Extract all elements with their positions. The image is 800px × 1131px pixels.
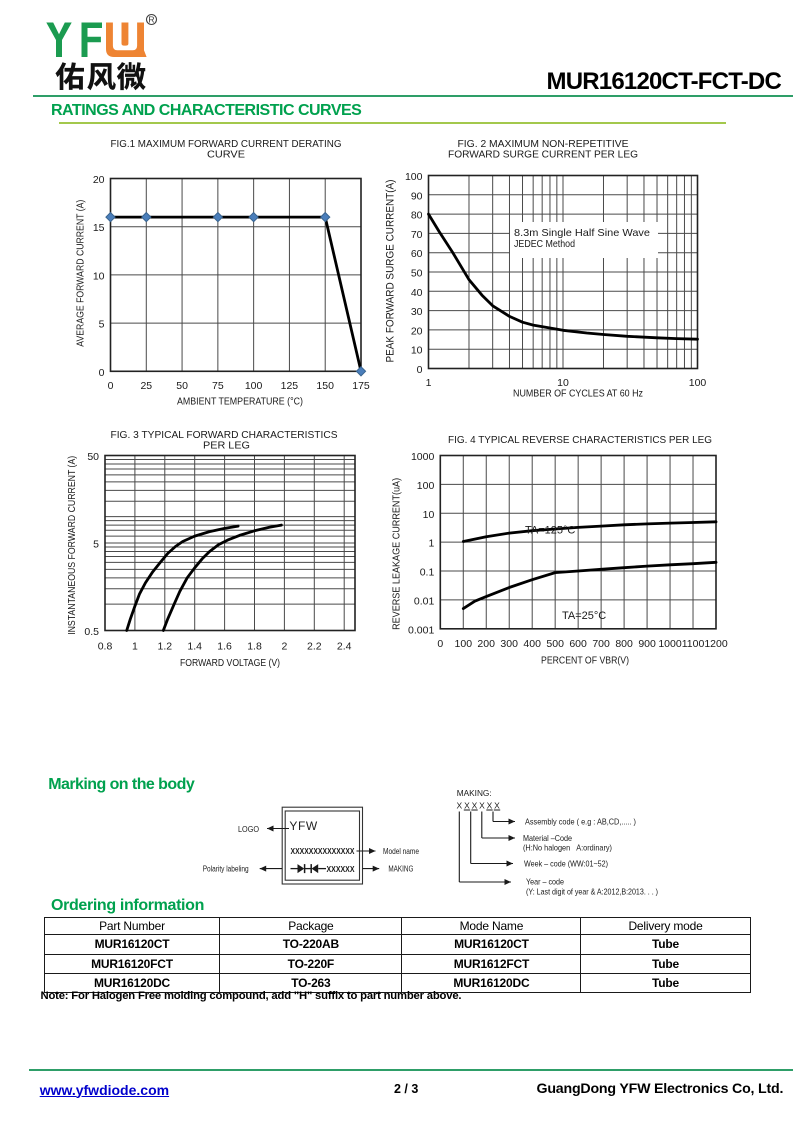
svg-text:100: 100: [689, 377, 707, 389]
svg-text:XXXXXXXXXXXXXX: XXXXXXXXXXXXXX: [291, 846, 355, 856]
svg-text:150: 150: [316, 380, 334, 392]
svg-text:100: 100: [245, 380, 263, 392]
svg-text:2.4: 2.4: [337, 641, 352, 653]
svg-text:0: 0: [108, 380, 114, 392]
svg-text:5: 5: [93, 539, 99, 551]
svg-text:1: 1: [132, 641, 138, 653]
svg-text:0.8: 0.8: [98, 641, 113, 653]
svg-text:700: 700: [592, 638, 610, 650]
svg-text:PEAK FORWARD SURGE CURRENT(A): PEAK FORWARD SURGE CURRENT(A): [385, 180, 397, 363]
svg-text:FIG. 4 TYPICAL REVERSE CHARACT: FIG. 4 TYPICAL REVERSE CHARACTERISTICS P…: [448, 434, 712, 446]
svg-text:125: 125: [281, 380, 299, 392]
svg-text:100: 100: [405, 171, 423, 183]
svg-text:R: R: [148, 15, 154, 25]
svg-text:10: 10: [557, 377, 569, 389]
svg-text:JEDEC Method: JEDEC Method: [514, 238, 575, 250]
svg-text:0.001: 0.001: [408, 624, 434, 636]
svg-text:40: 40: [411, 287, 423, 299]
svg-text:X: X: [456, 801, 462, 811]
svg-text:25: 25: [140, 380, 152, 392]
svg-text:900: 900: [638, 638, 656, 650]
svg-text:CURVE: CURVE: [207, 149, 245, 161]
svg-text:AMBIENT TEMPERATURE (°C): AMBIENT TEMPERATURE (°C): [177, 397, 303, 408]
svg-text:XXXXXX: XXXXXX: [327, 864, 355, 874]
svg-text:0.01: 0.01: [414, 595, 435, 607]
svg-text:1: 1: [428, 538, 434, 550]
svg-text:8.3m Single Half Sine Wave: 8.3m Single Half Sine Wave: [514, 227, 650, 239]
svg-text:X: X: [464, 801, 470, 811]
svg-text:1.8: 1.8: [247, 641, 262, 653]
svg-text:1000: 1000: [411, 451, 435, 463]
svg-text:0: 0: [417, 364, 423, 376]
svg-text:Polarity labeling: Polarity labeling: [203, 864, 249, 873]
svg-text:FORWARD VOLTAGE (V): FORWARD VOLTAGE (V): [180, 658, 280, 669]
svg-text:Week – code (WW:01~52): Week – code (WW:01~52): [524, 859, 608, 869]
svg-text:Material –Code: Material –Code: [523, 833, 572, 843]
svg-text:NUMBER OF CYCLES AT 60 Hz: NUMBER OF CYCLES AT 60 Hz: [513, 389, 643, 400]
svg-text:MAKING: MAKING: [388, 863, 413, 873]
svg-text:500: 500: [546, 638, 564, 650]
svg-text:50: 50: [411, 268, 423, 280]
svg-text:X: X: [487, 801, 493, 811]
svg-text:50: 50: [87, 451, 99, 463]
svg-text:FIG. 2 MAXIMUM NON-REPETITIVE: FIG. 2 MAXIMUM NON-REPETITIVE: [458, 138, 629, 150]
svg-text:70: 70: [411, 229, 423, 241]
svg-text:10: 10: [93, 270, 105, 282]
svg-text:90: 90: [411, 190, 423, 202]
svg-text:AVERAGE FORWARD CURRENT (A): AVERAGE FORWARD CURRENT (A): [75, 200, 87, 347]
svg-text:600: 600: [569, 638, 587, 650]
svg-text:100: 100: [455, 638, 473, 650]
svg-text:10: 10: [411, 345, 423, 357]
svg-text:FORWARD SURGE CURRENT PER LEG: FORWARD SURGE CURRENT PER LEG: [448, 149, 638, 161]
svg-text:15: 15: [93, 222, 105, 234]
svg-text:1.2: 1.2: [157, 641, 172, 653]
svg-text:REVERSE LEAKAGE CURRENT(uA): REVERSE LEAKAGE CURRENT(uA): [391, 478, 403, 630]
svg-text:1.6: 1.6: [217, 641, 232, 653]
svg-text:30: 30: [411, 306, 423, 318]
svg-text:1.4: 1.4: [187, 641, 202, 653]
svg-text:(H:No halogen A:ordinary): (H:No halogen A:ordinary): [523, 843, 612, 853]
svg-text:400: 400: [523, 638, 541, 650]
svg-text:50: 50: [176, 380, 188, 392]
svg-text:INSTANTANEOUS FORWARD CURRENT: INSTANTANEOUS FORWARD CURRENT (A): [66, 456, 78, 635]
svg-text:1000: 1000: [658, 638, 682, 650]
svg-text:800: 800: [615, 638, 633, 650]
svg-text:PERCENT OF VBR(V): PERCENT OF VBR(V): [541, 656, 629, 667]
svg-text:10: 10: [423, 509, 435, 521]
svg-text:0: 0: [437, 638, 443, 650]
svg-text:TA=25°C: TA=25°C: [562, 610, 606, 622]
svg-text:75: 75: [212, 380, 224, 392]
svg-text:1200: 1200: [704, 638, 728, 650]
svg-text:175: 175: [352, 380, 370, 392]
svg-text:200: 200: [477, 638, 495, 650]
svg-text:0.1: 0.1: [420, 567, 435, 579]
svg-text:1100: 1100: [682, 638, 705, 650]
svg-text:60: 60: [411, 248, 423, 260]
svg-text:5: 5: [99, 319, 105, 331]
svg-text:2: 2: [281, 641, 287, 653]
svg-text:MAKING:: MAKING:: [457, 788, 492, 798]
svg-text:X: X: [472, 801, 478, 811]
svg-text:80: 80: [411, 210, 423, 222]
svg-text:0.5: 0.5: [84, 626, 99, 638]
svg-text:(Y: Last digit of year & A:201: (Y: Last digit of year & A:2012,B:2013. …: [526, 887, 658, 897]
svg-text:PER LEG: PER LEG: [203, 440, 250, 452]
svg-text:0: 0: [99, 367, 105, 379]
svg-text:YFW: YFW: [289, 819, 318, 833]
svg-text:TA=125°C: TA=125°C: [525, 525, 575, 537]
svg-text:1: 1: [426, 377, 432, 389]
svg-text:20: 20: [411, 325, 423, 337]
svg-text:2.2: 2.2: [307, 641, 322, 653]
svg-text:FIG.1 MAXIMUM FORWARD CURRENT: FIG.1 MAXIMUM FORWARD CURRENT DERATING: [111, 138, 342, 150]
svg-text:LOGO: LOGO: [238, 824, 259, 834]
svg-text:X: X: [494, 801, 500, 811]
svg-text:X: X: [479, 801, 485, 811]
svg-text:300: 300: [500, 638, 518, 650]
svg-text:Year – code: Year – code: [526, 877, 564, 887]
svg-text:100: 100: [417, 480, 435, 492]
svg-text:Model name: Model name: [383, 846, 419, 856]
svg-text:20: 20: [93, 174, 105, 186]
svg-text:Assembly code ( e.g : AB,CD,..: Assembly code ( e.g : AB,CD,..... ): [525, 817, 636, 827]
svg-text:FIG. 3 TYPICAL FORWARD CHARACT: FIG. 3 TYPICAL FORWARD CHARACTERISTICS: [111, 429, 338, 441]
